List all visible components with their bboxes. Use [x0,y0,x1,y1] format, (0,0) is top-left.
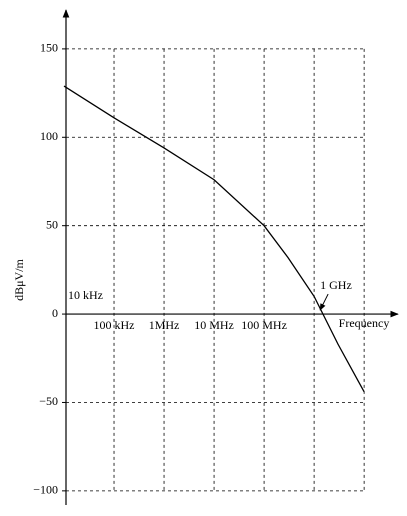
y-tick-label: 0 [52,306,58,320]
x-axis-label: Frequency [339,316,390,330]
x-tick-label: 1MHz [149,318,180,332]
annotation: 10 kHz [68,288,103,302]
y-tick-label: −50 [39,394,58,408]
annotation: 1 GHz [320,278,352,292]
x-tick-label: 10 MHz [194,318,234,332]
y-tick-label: 100 [40,129,58,143]
y-tick-label: 50 [46,217,58,231]
y-tick-label: −100 [33,483,58,497]
line [63,85,365,393]
x-tick-label: 100 MHz [241,318,287,332]
annotation-arrow [319,293,329,311]
y-axis-label: dBμV/m [12,258,26,300]
x-tick-label: 100 kHz [94,318,135,332]
y-tick-label: 150 [40,41,58,55]
